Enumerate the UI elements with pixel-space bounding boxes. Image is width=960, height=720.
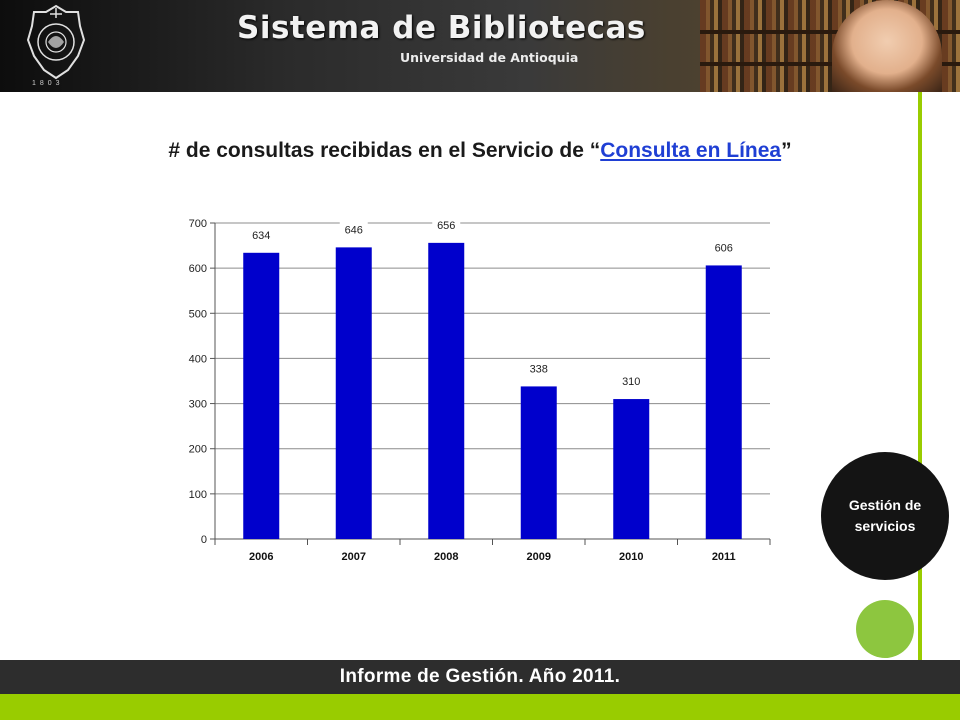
footer-bar: Informe de Gestión. Año 2011. [0, 660, 960, 694]
header-title: Sistema de Bibliotecas [237, 10, 646, 46]
data-label-2010: 310 [622, 376, 640, 388]
university-seal-icon [26, 4, 86, 80]
x-category-label-2008: 2008 [434, 551, 458, 563]
y-tick-label: 300 [189, 399, 207, 411]
y-tick-label: 200 [189, 444, 207, 456]
bar-chart: 0 100 200 300 400 500 600 700 634 2006 646 2007 656 2… [189, 215, 771, 563]
y-tick-label: 100 [189, 489, 207, 501]
y-tick-label: 400 [189, 353, 207, 365]
header-banner: 1803 Sistema de Bibliotecas Universidad … [0, 0, 960, 92]
seal-year: 1803 [32, 80, 64, 87]
green-circle-decoration [856, 600, 914, 658]
data-label-2011: 606 [715, 242, 733, 254]
data-label-background [524, 359, 553, 376]
bar-2008 [428, 242, 465, 539]
chart-axes [210, 222, 771, 545]
student-photo [832, 0, 942, 92]
bar-2006 [243, 252, 280, 539]
slide-title: # de consultas recibidas en el Servicio … [0, 139, 960, 163]
y-tick-label: 600 [189, 263, 207, 275]
data-label-background [432, 215, 461, 232]
y-tick-label: 700 [189, 218, 207, 230]
data-label-2008: 656 [437, 220, 455, 232]
consulta-en-linea-link[interactable]: Consulta en Línea [600, 139, 782, 162]
x-category-label-2010: 2010 [619, 551, 643, 563]
bar-2010 [613, 399, 650, 539]
shelf-divider [700, 62, 960, 66]
bar-2011 [705, 265, 742, 539]
data-label-background [709, 238, 738, 255]
data-label-background [617, 372, 646, 389]
chart-labels: 0 100 200 300 400 500 600 700 634 2006 646 2007 656 2… [189, 215, 738, 563]
data-label-background [247, 225, 276, 242]
bar-2007 [335, 247, 372, 539]
shelf-divider [700, 30, 960, 34]
x-category-label-2007: 2007 [342, 551, 366, 563]
badge-label: Gestión de servicios [848, 497, 922, 534]
accent-vertical-bar [918, 92, 922, 660]
data-label-background [339, 220, 368, 237]
x-category-label-2006: 2006 [249, 551, 273, 563]
x-category-label-2009: 2009 [527, 551, 551, 563]
header-subtitle: Universidad de Antioquia [400, 50, 579, 65]
chart-gridlines [215, 222, 770, 540]
chart-bars [243, 242, 742, 539]
y-tick-label: 0 [201, 534, 207, 546]
slide-title-suffix: ” [781, 139, 792, 162]
data-label-2009: 338 [530, 363, 548, 375]
gestion-servicios-badge: Gestión de servicios [821, 452, 949, 580]
y-tick-label: 500 [189, 308, 207, 320]
slide-title-prefix: # de consultas recibidas en el Servicio … [168, 139, 601, 162]
data-label-2007: 646 [345, 224, 363, 236]
footer-green-strip [0, 694, 960, 720]
footer-text: Informe de Gestión. Año 2011. [339, 666, 621, 687]
x-category-label-2011: 2011 [712, 551, 736, 563]
bar-2009 [520, 386, 557, 539]
data-label-2006: 634 [252, 230, 270, 242]
